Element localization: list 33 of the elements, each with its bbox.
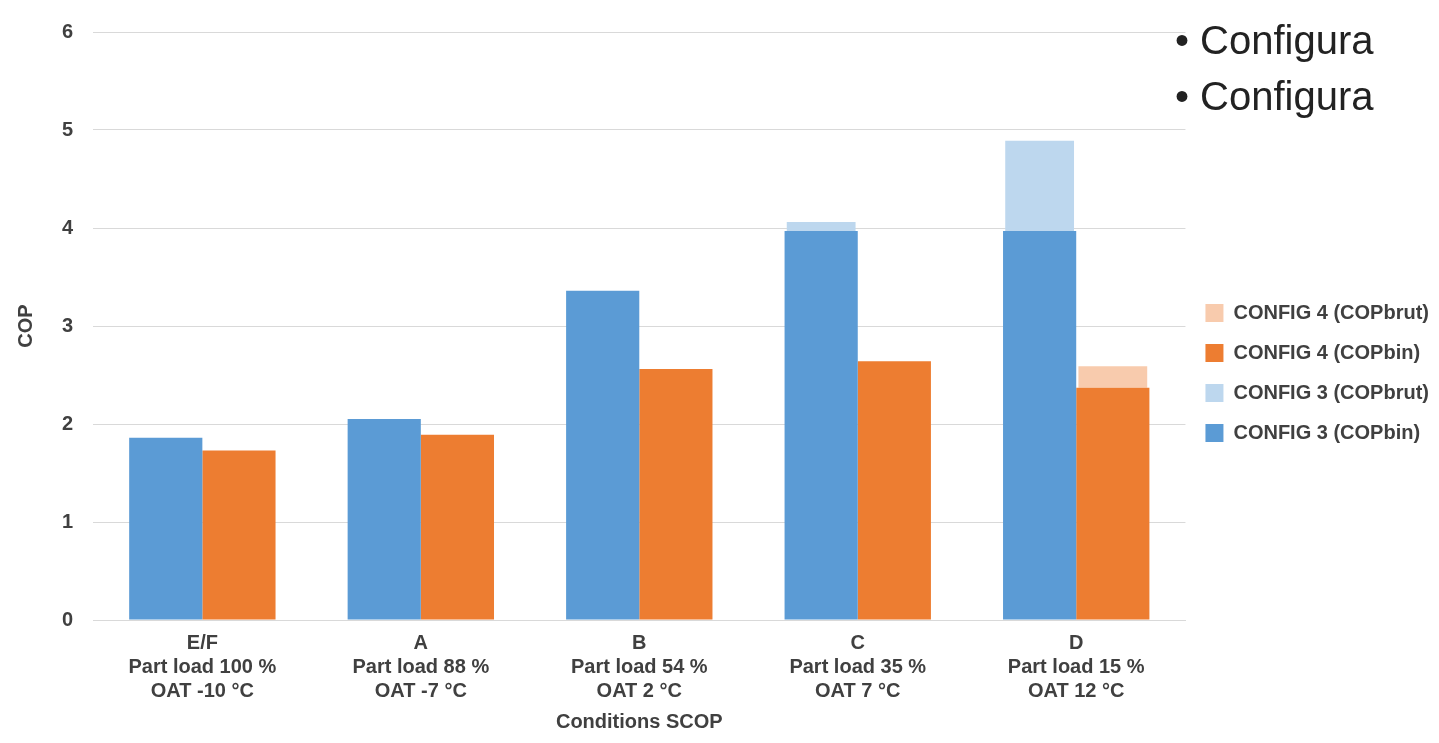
y-tick-label: 4 xyxy=(62,215,74,238)
y-tick-label: 3 xyxy=(62,313,74,336)
bar xyxy=(420,434,495,620)
annotation: • Configura xyxy=(1175,73,1374,120)
bar xyxy=(129,437,203,620)
annotation: • Configura xyxy=(1175,17,1374,64)
bar xyxy=(639,369,713,620)
y-tick-label: 6 xyxy=(62,19,74,42)
x-tick-label: A Part load 88 % OAT -7 °C xyxy=(352,630,490,701)
legend-label: CONFIG 4 (COPbin) xyxy=(1233,340,1421,363)
bar xyxy=(857,361,931,620)
x-tick-label: E/F Part load 100 % OAT -10 °C xyxy=(128,630,277,701)
x-axis-title: Conditions SCOP xyxy=(555,709,723,732)
bar xyxy=(1078,366,1148,388)
bar xyxy=(1076,387,1150,620)
bar xyxy=(786,222,856,231)
y-tick-label: 5 xyxy=(62,117,74,140)
bar xyxy=(784,230,858,620)
y-axis-title: COP xyxy=(13,304,36,348)
x-tick-label: B Part load 54 % OAT 2 °C xyxy=(570,630,708,701)
bar xyxy=(202,450,276,620)
x-tick-label: D Part load 15 % OAT 12 °C xyxy=(1007,630,1145,701)
legend-label: CONFIG 3 (COPbrut) xyxy=(1233,380,1429,403)
y-tick-label: 0 xyxy=(62,607,74,630)
y-tick-label: 2 xyxy=(62,411,74,434)
bar xyxy=(347,419,421,620)
bar xyxy=(1005,140,1075,231)
bar xyxy=(1003,230,1077,620)
legend-label: CONFIG 4 (COPbrut) xyxy=(1233,300,1429,323)
x-tick-label: C Part load 35 % OAT 7 °C xyxy=(789,630,927,701)
bar xyxy=(566,290,640,620)
legend-label: CONFIG 3 (COPbin) xyxy=(1233,420,1421,443)
y-tick-label: 1 xyxy=(62,509,74,532)
